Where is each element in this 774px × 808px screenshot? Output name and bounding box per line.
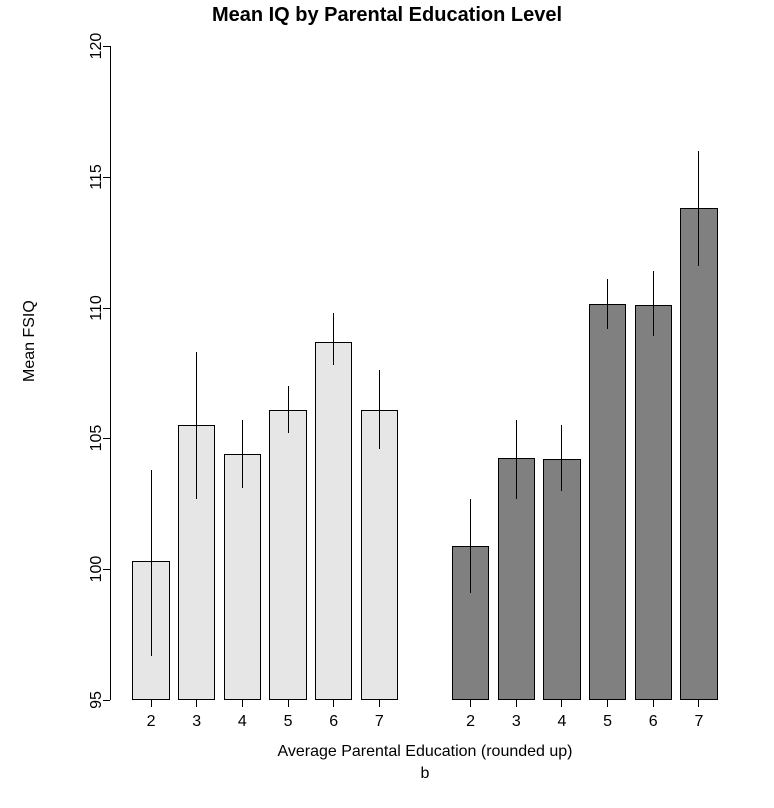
x-tick [516, 700, 517, 707]
error-bar [516, 420, 517, 498]
x-tick-label: 5 [265, 713, 311, 731]
error-bar [196, 352, 197, 498]
bar [361, 410, 398, 700]
y-tick-label: 105 [77, 418, 117, 458]
x-tick-label: 3 [493, 713, 539, 731]
chart-title: Mean IQ by Parental Education Level [0, 4, 774, 27]
y-tick-label: 95 [77, 680, 117, 720]
x-tick [607, 700, 608, 707]
y-tick-label: 100 [77, 549, 117, 589]
y-tick-label: 120 [77, 26, 117, 66]
bar [315, 342, 352, 700]
y-tick-label: 110 [77, 288, 117, 328]
x-tick-label: 7 [676, 713, 722, 731]
error-bar [379, 370, 380, 448]
error-bar [653, 271, 654, 336]
x-tick [288, 700, 289, 707]
bar [635, 305, 672, 700]
x-tick [698, 700, 699, 707]
error-bar [242, 420, 243, 488]
x-tick-label: 6 [311, 713, 357, 731]
x-tick [470, 700, 471, 707]
error-bar [151, 470, 152, 656]
x-tick-label: 7 [357, 713, 403, 731]
x-tick [333, 700, 334, 707]
y-tick-label: 115 [77, 157, 117, 197]
x-tick-label: 6 [630, 713, 676, 731]
bar [680, 208, 717, 700]
error-bar [561, 425, 562, 490]
bar [224, 454, 261, 700]
bar [543, 459, 580, 700]
error-bar [607, 279, 608, 329]
x-tick-label: 4 [220, 713, 266, 731]
bar [589, 304, 626, 700]
x-tick [242, 700, 243, 707]
x-tick [379, 700, 380, 707]
x-tick-label: 3 [174, 713, 220, 731]
x-tick [561, 700, 562, 707]
sub-label: b [110, 765, 740, 783]
chart-root: Mean IQ by Parental Education Level Mean… [0, 0, 774, 808]
x-tick [653, 700, 654, 707]
x-axis-label: Average Parental Education (rounded up) [110, 743, 740, 761]
y-axis-line [110, 46, 111, 700]
x-tick-label: 2 [448, 713, 494, 731]
x-tick-label: 2 [128, 713, 174, 731]
error-bar [333, 313, 334, 365]
x-tick-label: 4 [539, 713, 585, 731]
error-bar [470, 499, 471, 593]
error-bar [288, 386, 289, 433]
error-bar [698, 151, 699, 266]
x-tick-label: 5 [585, 713, 631, 731]
x-tick [151, 700, 152, 707]
bar [269, 410, 306, 700]
y-axis-label: Mean FSIQ [21, 362, 39, 382]
x-tick [196, 700, 197, 707]
